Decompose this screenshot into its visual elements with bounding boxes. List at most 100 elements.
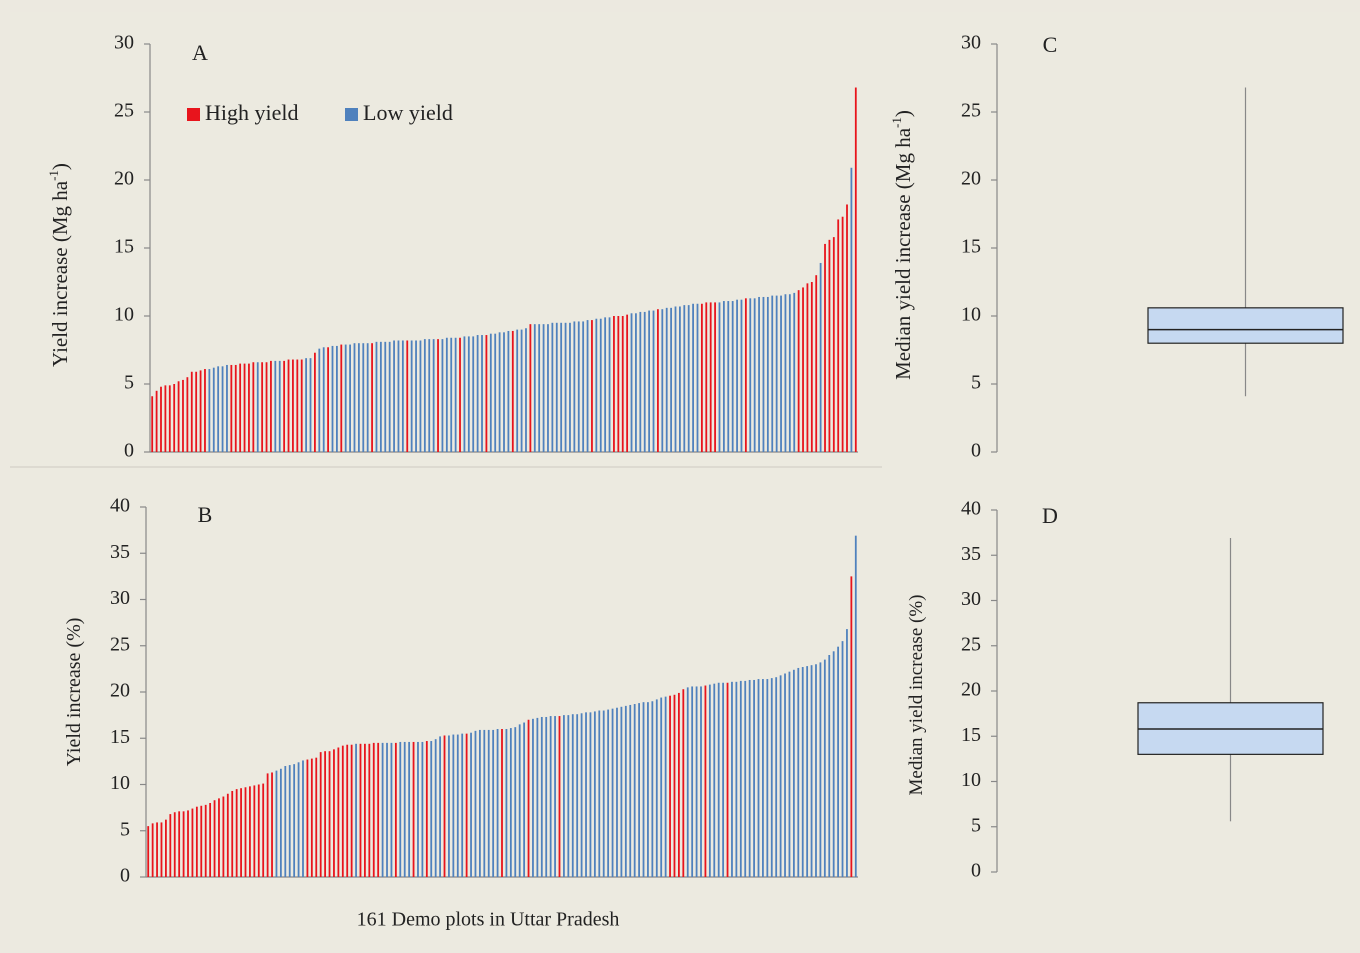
bar [305,358,308,452]
bar [832,237,835,452]
y-tick-label: 30 [961,32,981,54]
bar [231,790,234,877]
bar [425,741,428,877]
bar [810,282,813,452]
bar [288,765,291,877]
y-tick-label: 0 [971,860,981,882]
bar [498,332,501,452]
bar [445,337,448,452]
bar [487,729,490,877]
bar [279,768,282,877]
bar [620,706,623,877]
bar [679,306,681,452]
bar [806,283,809,452]
bar [740,299,743,452]
bar [470,732,472,877]
bar [151,396,154,452]
bar [257,784,260,877]
bar [648,310,651,452]
bar [309,358,312,452]
bar [661,309,664,452]
bar [394,742,397,877]
bar [293,764,296,877]
bar [854,87,857,453]
y-tick-label: 25 [961,100,981,122]
box [1147,307,1344,344]
bar [417,741,419,877]
bar [160,386,162,452]
bar [481,335,483,452]
bar [604,317,607,452]
bar [630,313,633,452]
bar [669,695,671,877]
y-axis-label-text: Yield increase (%) [63,618,85,767]
y-tick-label: 30 [961,588,981,610]
bar [195,806,198,877]
bar [624,705,627,877]
bar [160,822,163,877]
bar [430,741,433,877]
bar [253,785,256,877]
y-tick-label: 5 [124,372,134,394]
bar [529,324,532,452]
bar [735,681,738,877]
bar [208,369,211,452]
bar [322,347,325,452]
y-axis-label-superscript: -1 [889,117,904,128]
bar [168,385,171,452]
bar [200,805,203,877]
bar [780,295,782,452]
panel-label: D [1042,503,1058,528]
bar [731,301,734,452]
y-tick-label: 35 [110,541,130,563]
bar [221,366,224,452]
bar [580,713,583,877]
bar [379,341,382,452]
bar [832,651,835,877]
bar [408,741,411,877]
bar [393,340,395,452]
bar [608,317,611,452]
bar [595,318,598,452]
y-tick-label: 10 [114,304,134,326]
bar [560,322,563,452]
bar [639,311,642,452]
bar [357,343,360,452]
y-tick-label: 20 [961,168,981,190]
bar [310,758,313,877]
bar [757,679,760,877]
bar [182,811,185,877]
bar [507,330,510,452]
y-tick-label: 0 [120,865,130,887]
bar [456,734,459,877]
bar [828,655,831,877]
bar [784,294,787,452]
y-axis-label-superscript: -1 [46,170,61,181]
y-tick-label: 20 [114,168,134,190]
bar [683,305,686,452]
bar [660,697,663,877]
y-tick-label: 5 [971,814,981,836]
bar [454,337,457,452]
bar [677,692,680,877]
bar [248,363,250,452]
bar [465,733,468,877]
bar [328,751,331,877]
bar [514,727,517,877]
bar [509,728,512,877]
bar [432,339,435,452]
bar [665,307,668,452]
bar [617,316,620,452]
bar [439,736,441,877]
bar [792,669,795,877]
bar [533,324,536,452]
bar [419,340,422,452]
bar [226,793,229,877]
bar [655,699,658,877]
bar [375,341,378,452]
bar [489,333,492,452]
bar [766,296,769,452]
bar [244,787,247,877]
bar [736,299,738,452]
